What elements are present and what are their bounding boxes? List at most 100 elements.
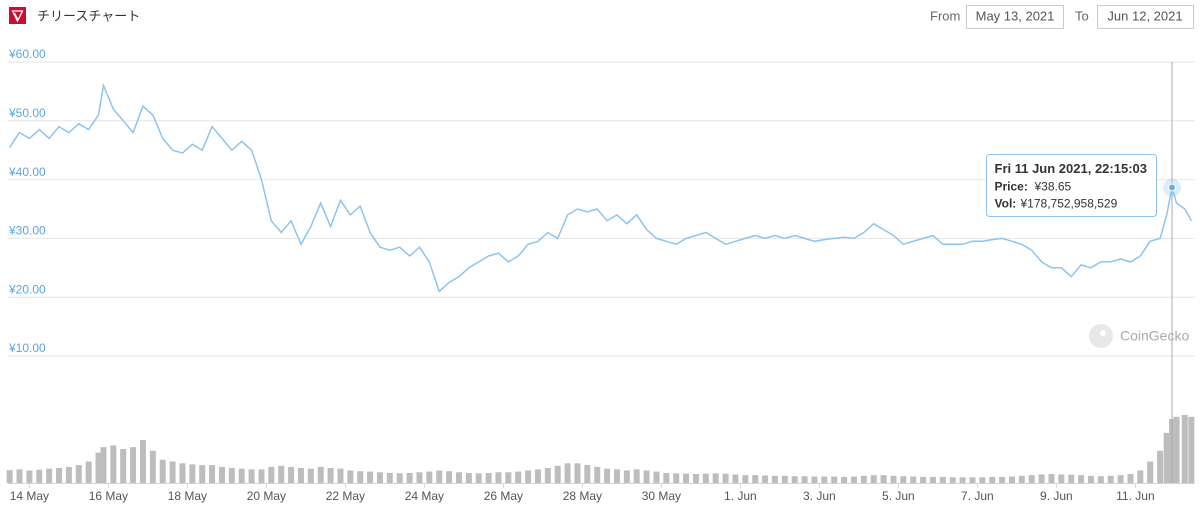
volume-bar	[495, 472, 502, 483]
volume-bar	[762, 475, 769, 483]
volume-bar	[1028, 475, 1035, 483]
volume-bar	[1097, 476, 1104, 483]
tooltip-vol: ¥178,752,958,529	[1020, 197, 1118, 211]
volume-bar	[120, 449, 127, 483]
volume-bar	[880, 475, 887, 483]
from-input[interactable]	[966, 5, 1064, 29]
volume-bar	[594, 466, 601, 483]
volume-bar	[36, 469, 43, 483]
volume-bar	[75, 465, 82, 483]
volume-bar	[505, 472, 512, 483]
x-tick-label: 7. Jun	[961, 489, 994, 503]
volume-bar	[169, 461, 176, 483]
volume-bar	[436, 470, 443, 483]
volume-bar	[1008, 476, 1015, 483]
volume-bar	[732, 474, 739, 483]
volume-bar	[139, 440, 146, 483]
volume-bar	[46, 468, 53, 483]
x-tick-label: 16 May	[89, 489, 128, 503]
volume-bar	[288, 466, 295, 483]
volume-bar	[218, 466, 225, 483]
volume-bar	[692, 474, 699, 483]
to-date[interactable]: Jun 12, 2021	[1107, 8, 1182, 23]
volume-bar	[278, 465, 285, 483]
volume-bar	[939, 476, 946, 483]
volume-bar	[979, 477, 986, 483]
tooltip-price-label: Price:	[995, 180, 1028, 194]
volume-bar	[1078, 475, 1085, 483]
volume-bar	[663, 472, 670, 483]
volume-bar	[850, 476, 857, 483]
volume-bar	[16, 469, 23, 483]
volume-bar	[534, 469, 541, 483]
x-tick-label: 14 May	[10, 489, 49, 503]
y-tick-label: ¥60.00	[8, 47, 46, 61]
volume-bar	[475, 473, 482, 483]
x-tick-label: 20 May	[247, 489, 286, 503]
volume-bar	[228, 467, 235, 483]
y-tick-label: ¥30.00	[8, 224, 46, 238]
volume-bar	[949, 477, 956, 483]
volume-bar	[357, 471, 364, 483]
volume-bar	[525, 470, 532, 483]
volume-bar	[85, 461, 92, 483]
volume-bar	[367, 471, 374, 483]
volume-bar	[515, 471, 522, 483]
volume-bar	[465, 472, 472, 483]
y-tick-label: ¥20.00	[8, 282, 46, 296]
volume-bar	[584, 465, 591, 483]
volume-bar	[781, 475, 788, 483]
volume-bar	[1181, 415, 1188, 483]
volume-bar	[683, 473, 690, 483]
y-tick-label: ¥40.00	[8, 165, 46, 179]
volume-bar	[1087, 475, 1094, 483]
volume-bar	[1147, 461, 1154, 483]
x-tick-label: 11. Jun	[1116, 489, 1154, 503]
volume-bar	[831, 476, 838, 483]
volume-bar	[623, 470, 630, 483]
volume-bar	[1188, 416, 1195, 483]
volume-bar	[455, 472, 462, 483]
to-input[interactable]	[1097, 5, 1194, 29]
volume-bar	[376, 472, 383, 483]
volume-bar	[564, 463, 571, 483]
volume-bar	[643, 470, 650, 483]
volume-bar	[1163, 432, 1170, 483]
volume-bar	[1068, 474, 1075, 483]
volume-bar	[633, 469, 640, 483]
volume-bar	[604, 468, 611, 483]
volume-bar	[65, 466, 72, 483]
logo-mark	[11, 10, 24, 23]
x-tick-label: 9. Jun	[1040, 489, 1073, 503]
volume-bar	[100, 447, 107, 483]
volume-bar	[1137, 470, 1144, 483]
volume-bar	[1058, 474, 1065, 483]
volume-bar	[396, 473, 403, 483]
volume-bar	[653, 471, 660, 483]
volume-bar	[742, 475, 749, 483]
volume-bar	[929, 476, 936, 483]
volume-bar	[870, 475, 877, 483]
volume-bar	[841, 476, 848, 483]
price-line	[8, 82, 1193, 293]
volume-bar	[248, 469, 255, 483]
tooltip-box	[986, 154, 1157, 217]
volume-bar	[999, 476, 1006, 483]
from-date[interactable]: May 13, 2021	[976, 8, 1055, 23]
volume-bar	[959, 477, 966, 483]
x-tick-label: 26 May	[484, 489, 523, 503]
x-tick-label: 22 May	[326, 489, 365, 503]
volume-bar	[110, 445, 117, 483]
to-label: To	[1075, 8, 1089, 23]
volume-bar	[722, 473, 729, 483]
x-tick-label: 24 May	[405, 489, 444, 503]
volume-bar	[554, 465, 561, 483]
volume-bar	[95, 452, 102, 483]
volume-bar	[406, 472, 413, 483]
volume-bar	[416, 472, 423, 483]
y-tick-label: ¥10.00	[8, 341, 46, 355]
volume-bar	[268, 466, 275, 483]
volume-bar	[1173, 416, 1180, 483]
